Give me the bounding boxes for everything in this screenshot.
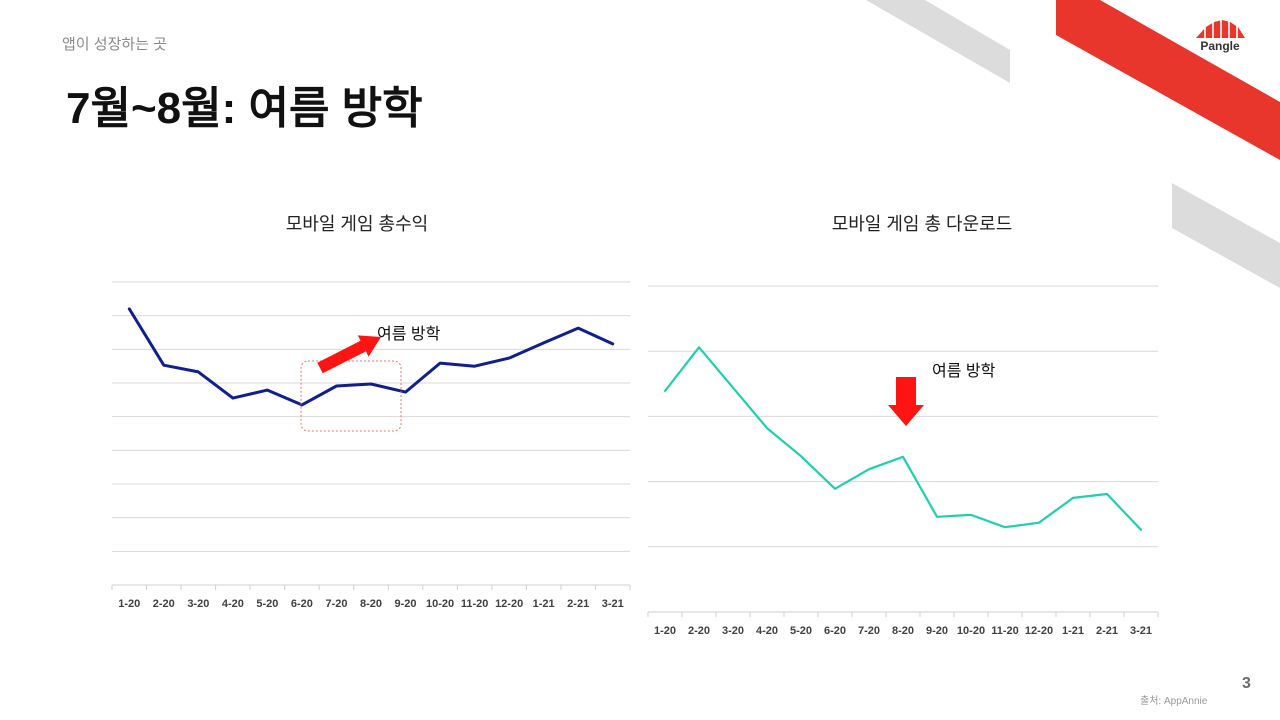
x-tick-label: 1-21 bbox=[533, 598, 555, 610]
annotation-summer-vacation: 여름 방학 bbox=[932, 362, 996, 380]
logo-text: Pangle bbox=[1200, 39, 1240, 53]
downloads-line-chart: 1-20 2-20 3-20 4-20 5-20 6-20 7-20 8-20 9-20 10-2… bbox=[647, 285, 1159, 637]
x-tick-label: 1-21 bbox=[1062, 625, 1084, 637]
x-tick-label: 8-20 bbox=[892, 625, 914, 637]
x-tick-label: 10-20 bbox=[957, 625, 985, 637]
x-tick-label: 2-21 bbox=[567, 598, 589, 610]
x-tick-label: 9-20 bbox=[926, 625, 948, 637]
x-tick-label: 12-20 bbox=[1025, 625, 1053, 637]
x-tick-label: 2-21 bbox=[1096, 625, 1118, 637]
x-tick-label: 1-20 bbox=[654, 625, 676, 637]
x-tick-label: 4-20 bbox=[756, 625, 778, 637]
x-tick-label: 10-20 bbox=[426, 598, 454, 610]
chart-title-revenue: 모바일 게임 총수익 bbox=[285, 214, 429, 234]
x-tick-label: 6-20 bbox=[824, 625, 846, 637]
x-tick-label: 7-20 bbox=[858, 625, 880, 637]
x-tick-label: 5-20 bbox=[256, 598, 278, 610]
summer-highlight-box bbox=[300, 360, 402, 432]
x-tick-label: 3-20 bbox=[187, 598, 209, 610]
x-tick-label: 2-20 bbox=[688, 625, 710, 637]
x-tick-label: 2-20 bbox=[153, 598, 175, 610]
up-right-arrow-icon bbox=[317, 335, 381, 374]
series-line bbox=[127, 307, 615, 407]
page-title: 7월~8월: 여름 방학 bbox=[66, 84, 423, 133]
section-label: 앱이 성장하는 곳 bbox=[62, 36, 167, 53]
x-tick-label: 8-20 bbox=[360, 598, 382, 610]
x-tick-label: 5-20 bbox=[790, 625, 812, 637]
x-tick-label: 12-20 bbox=[495, 598, 523, 610]
x-tick-label: 1-20 bbox=[118, 598, 140, 610]
x-tick-label: 4-20 bbox=[222, 598, 244, 610]
x-tick-label: 11-20 bbox=[461, 598, 489, 610]
x-tick-label: 3-21 bbox=[1130, 625, 1152, 637]
x-tick-label: 11-20 bbox=[991, 625, 1019, 637]
pangle-logo-icon bbox=[1196, 18, 1245, 38]
chart-title-downloads: 모바일 게임 총 다운로드 bbox=[831, 214, 1013, 234]
revenue-plot-area: 1-20 2-20 3-20 4-20 5-20 6-20 7-20 8-20 9-20 10-2… bbox=[111, 281, 631, 610]
page-number: 3 bbox=[1242, 675, 1251, 692]
revenue-line-chart: 1-20 2-20 3-20 4-20 5-20 6-20 7-20 8-20 9-20 10-2… bbox=[111, 281, 631, 610]
x-tick-label: 3-20 bbox=[722, 625, 744, 637]
gray-stripe-right bbox=[1172, 183, 1280, 288]
x-tick-label: 6-20 bbox=[291, 598, 313, 610]
series-line bbox=[663, 346, 1143, 531]
x-tick-label: 7-20 bbox=[325, 598, 347, 610]
red-stripe bbox=[1056, 0, 1280, 160]
gray-stripe-top bbox=[866, 0, 1010, 83]
x-tick-label: 9-20 bbox=[395, 598, 417, 610]
source-note: 출처: AppAnnie bbox=[1140, 696, 1208, 707]
downloads-plot-area: 1-20 2-20 3-20 4-20 5-20 6-20 7-20 8-20 9-20 10-2… bbox=[647, 285, 1159, 637]
down-arrow-icon bbox=[888, 377, 924, 426]
annotation-summer-vacation: 여름 방학 bbox=[377, 325, 441, 343]
x-tick-label: 3-21 bbox=[602, 598, 624, 610]
